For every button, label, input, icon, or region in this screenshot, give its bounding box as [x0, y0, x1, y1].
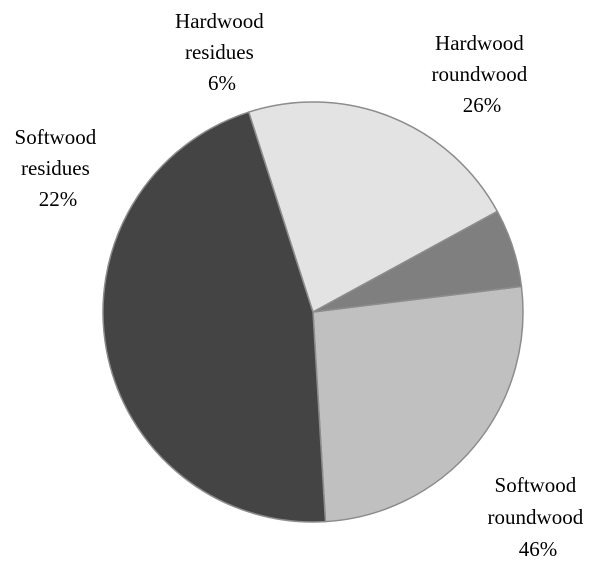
slice-value-label: 26% — [463, 93, 502, 117]
slice-label-line: roundwood — [488, 505, 584, 529]
slice-value-label: 22% — [39, 187, 78, 211]
slice-label-line: Softwood — [15, 125, 97, 149]
slice-label-line: Hardwood — [435, 31, 524, 55]
slice-label-line: roundwood — [432, 62, 528, 86]
pie-slice-hardwood-residues — [312, 210, 523, 313]
slice-label-hardwood-roundwood: Hardwood roundwood 26% — [432, 31, 533, 117]
slice-label-line: Softwood — [495, 473, 577, 497]
slice-label-softwood-roundwood: Softwood roundwood 46% — [488, 473, 589, 561]
slice-label-line: Hardwood — [175, 9, 264, 33]
slice-label-hardwood-residues: Hardwood residues 6% — [175, 9, 269, 95]
slice-value-label: 46% — [519, 537, 558, 561]
pie-labels: Hardwood roundwood 26% Softwood roundwoo… — [15, 9, 589, 561]
slice-value-label: 6% — [208, 71, 236, 95]
slice-label-line: residues — [185, 40, 254, 64]
slice-label-softwood-residues: Softwood residues 22% — [15, 125, 102, 211]
pie-slices — [102, 101, 524, 523]
pie-slice-softwood-residues — [248, 101, 499, 313]
pie-slice-hardwood-roundwood — [312, 285, 524, 523]
slice-label-line: residues — [21, 156, 90, 180]
pie-slice-softwood-roundwood — [102, 111, 327, 523]
